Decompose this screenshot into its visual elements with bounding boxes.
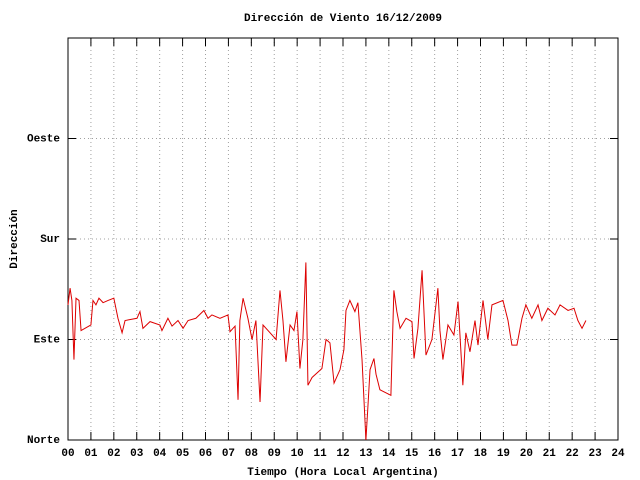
x-tick-label: 23 (588, 448, 602, 460)
y-tick-label: Sur (40, 234, 60, 246)
x-tick-label: 19 (497, 448, 510, 460)
x-tick-label: 02 (107, 448, 120, 460)
x-tick-label: 17 (451, 448, 464, 460)
x-tick-label: 05 (176, 448, 190, 460)
x-tick-label: 16 (428, 448, 441, 460)
x-tick-label: 20 (520, 448, 533, 460)
x-tick-label: 12 (336, 448, 349, 460)
x-tick-label: 06 (199, 448, 212, 460)
y-tick-label: Norte (27, 435, 60, 447)
x-tick-label: 04 (153, 448, 167, 460)
chart-title: Dirección de Viento 16/12/2009 (244, 13, 442, 25)
x-tick-label: 11 (313, 448, 327, 460)
data-line (67, 262, 587, 441)
x-tick-label: 07 (222, 448, 235, 460)
x-tick-label: 18 (474, 448, 488, 460)
y-tick-label: Este (34, 334, 61, 346)
y-tick-label: Oeste (27, 133, 60, 145)
y-axis-label: Dirección (9, 209, 21, 268)
x-tick-label: 15 (405, 448, 419, 460)
x-tick-label: 09 (268, 448, 281, 460)
x-tick-label: 22 (566, 448, 579, 460)
x-tick-label: 10 (291, 448, 304, 460)
plot-border (67, 37, 619, 441)
x-tick-label: 24 (611, 448, 625, 460)
x-tick-label: 08 (245, 448, 259, 460)
x-tick-label: 13 (359, 448, 373, 460)
x-tick-label: 01 (84, 448, 98, 460)
x-tick-label: 21 (543, 448, 557, 460)
x-tick-label: 03 (130, 448, 144, 460)
x-axis-label: Tiempo (Hora Local Argentina) (247, 467, 438, 479)
x-tick-label: 14 (382, 448, 396, 460)
x-tick-label: 00 (61, 448, 74, 460)
